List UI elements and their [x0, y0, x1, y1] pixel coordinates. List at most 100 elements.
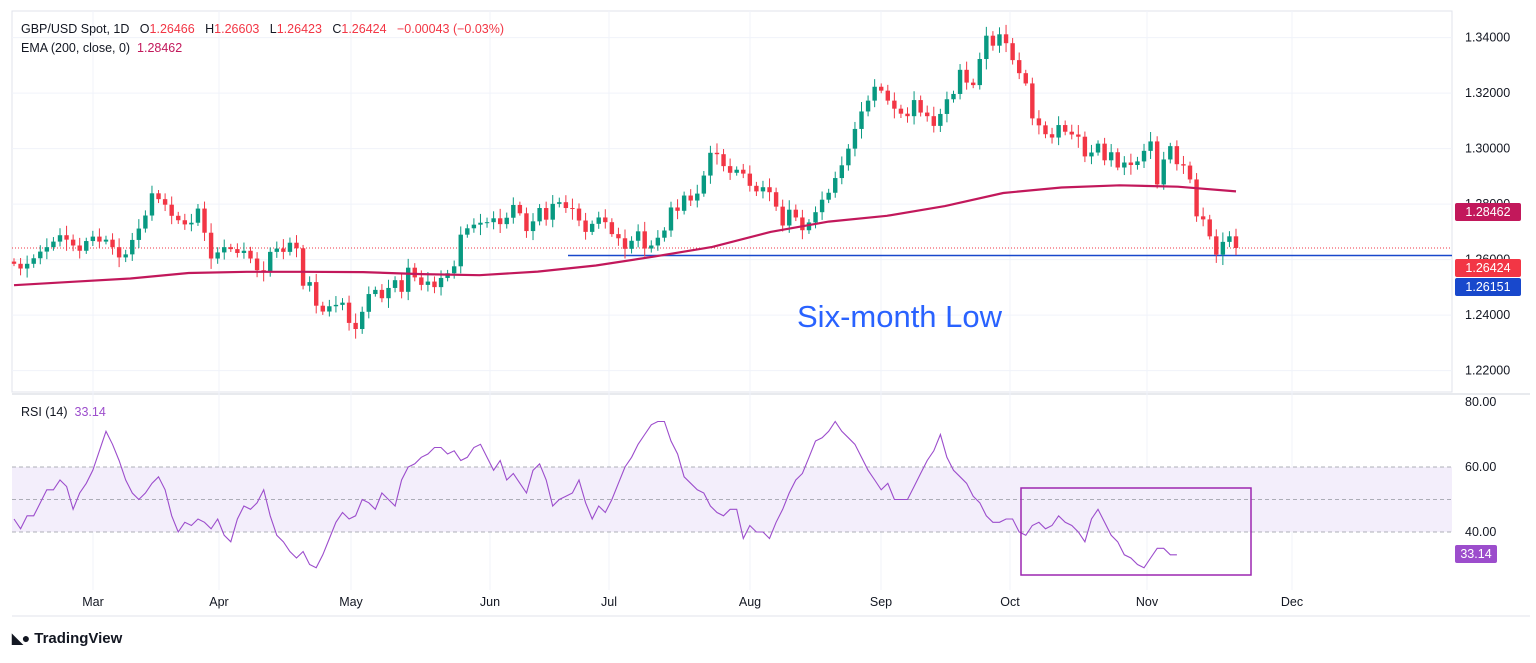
candle: [471, 218, 477, 233]
candle: [951, 90, 956, 103]
candle-body: [1174, 146, 1180, 165]
candle: [215, 247, 220, 264]
candle-body: [491, 218, 496, 223]
y-tick-1.34000: 1.34000: [1465, 31, 1510, 45]
candle: [320, 301, 325, 315]
candle-body: [1161, 159, 1166, 185]
candle: [254, 252, 260, 278]
candle: [1108, 144, 1114, 167]
candle: [1089, 144, 1094, 165]
candle-body: [182, 220, 188, 225]
candle: [1095, 140, 1101, 156]
low-label: L: [269, 22, 277, 36]
candle-body: [110, 239, 115, 248]
candle-body: [1233, 236, 1239, 248]
candle-body: [1154, 141, 1160, 185]
candle: [202, 201, 207, 241]
candle-body: [609, 222, 615, 235]
candle-body: [859, 111, 864, 129]
candle-body: [215, 252, 220, 259]
candle-body: [734, 169, 739, 173]
candle: [491, 211, 496, 230]
candle: [31, 254, 36, 268]
candle: [360, 306, 365, 334]
candle-body: [1010, 43, 1015, 61]
candle-body: [524, 213, 529, 232]
candle-body: [1036, 118, 1042, 126]
support-price-tag: 1.26151: [1455, 278, 1521, 296]
candle: [727, 158, 733, 180]
candle-body: [1194, 179, 1199, 217]
candle: [57, 228, 63, 247]
candle: [681, 191, 687, 215]
y-tick-1.24000: 1.24000: [1465, 308, 1510, 322]
candle: [898, 104, 904, 119]
candle: [195, 204, 201, 226]
candle: [675, 199, 680, 220]
candle-body: [1023, 73, 1028, 84]
candle: [1181, 155, 1186, 174]
candle: [793, 204, 799, 222]
candle-body: [451, 266, 457, 274]
candle-body: [1030, 83, 1035, 119]
candle: [787, 200, 792, 233]
candle-body: [366, 294, 371, 312]
six-month-low-annotation: Six-month Low: [797, 299, 1003, 334]
candle-body: [300, 248, 306, 286]
candle-body: [70, 239, 76, 246]
candle: [964, 61, 969, 90]
candle: [314, 273, 319, 314]
candle: [97, 228, 102, 249]
candle: [24, 255, 30, 278]
candle: [596, 211, 601, 229]
candle-body: [1122, 162, 1127, 168]
candle-body: [64, 235, 69, 240]
candle-body: [143, 215, 148, 229]
candle: [497, 208, 503, 233]
candle: [405, 258, 411, 301]
candle-body: [346, 302, 352, 323]
candle-body: [911, 100, 917, 117]
rsi-label: RSI (14): [21, 405, 68, 419]
candle-body: [918, 100, 923, 113]
x-tick-jul: Jul: [601, 595, 617, 609]
candle-body: [819, 199, 825, 213]
candle: [990, 31, 996, 51]
ema-price-tag: 1.28462: [1455, 203, 1521, 221]
candle-body: [11, 261, 17, 264]
candle-body: [1141, 150, 1147, 162]
candle: [44, 238, 50, 260]
candle-body: [951, 93, 956, 100]
candle-body: [839, 165, 845, 179]
candle-body: [497, 218, 503, 225]
candle-body: [865, 100, 871, 112]
candle: [235, 243, 240, 258]
candle-body: [340, 302, 345, 305]
candle: [392, 276, 398, 293]
candle: [70, 234, 76, 252]
candle-body: [412, 267, 417, 278]
candle-body: [504, 217, 509, 225]
candle-body: [156, 193, 161, 200]
candle: [754, 181, 759, 197]
candle-body: [833, 178, 838, 193]
candle: [182, 213, 188, 230]
candle: [1049, 127, 1055, 144]
x-tick-dec: Dec: [1281, 595, 1303, 609]
candle: [852, 121, 858, 157]
candle: [576, 203, 582, 227]
candle: [18, 258, 23, 276]
candle-body: [274, 248, 279, 252]
candle: [721, 149, 726, 172]
candle: [622, 229, 628, 259]
candle: [484, 217, 490, 228]
candle-body: [603, 217, 608, 223]
candle: [51, 237, 56, 251]
candle: [701, 171, 707, 197]
candle: [1154, 136, 1160, 189]
candle-body: [241, 250, 247, 253]
candle: [432, 276, 437, 294]
candle: [1214, 229, 1219, 263]
candle: [353, 313, 358, 339]
candle-body: [511, 204, 516, 218]
